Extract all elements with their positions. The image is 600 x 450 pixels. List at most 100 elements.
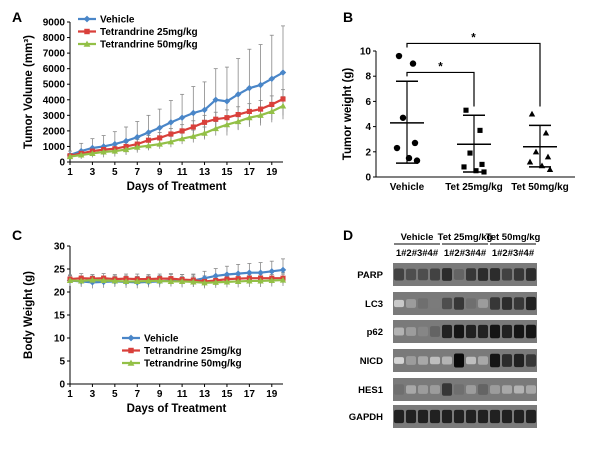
y-tick-label: 5000 xyxy=(43,80,66,91)
data-point xyxy=(167,119,175,126)
blot-band xyxy=(394,357,404,364)
blot-band xyxy=(418,409,428,424)
legend-label: Vehicle xyxy=(100,15,135,26)
data-point xyxy=(66,153,74,160)
data-point xyxy=(268,277,275,284)
blot-row-label: NICD xyxy=(360,356,383,367)
data-point xyxy=(413,157,421,164)
blot-strip xyxy=(393,405,537,428)
x-tick-label: 13 xyxy=(199,167,211,178)
blot-band xyxy=(490,353,500,368)
y-tick-label: 0 xyxy=(59,158,65,169)
tumor-weight-chart: 0 2 4 6 8 10 Tumor weight (g) Vehicle Tet 25mg/k… xyxy=(342,32,575,193)
blot-band xyxy=(418,326,428,337)
x-tick-label: 15 xyxy=(221,389,233,400)
data-point xyxy=(156,140,163,147)
blot-band xyxy=(454,269,464,280)
data-point xyxy=(157,135,163,141)
data-point xyxy=(280,96,286,102)
data-point xyxy=(134,144,141,150)
y-tick-label: 5 xyxy=(59,357,65,368)
legend-marker xyxy=(128,347,134,354)
blot-band xyxy=(478,409,488,424)
blot-row-label: PARP xyxy=(357,270,383,281)
legend-label: Tetrandrine 50mg/kg xyxy=(144,359,242,370)
x-tick-label: 3 xyxy=(90,167,96,178)
data-point xyxy=(111,277,119,284)
x-axis-title: Days of Treatment xyxy=(127,181,227,193)
blot-band xyxy=(442,383,452,396)
blot-band xyxy=(454,324,464,339)
blot-group-label: Vehicle xyxy=(401,232,434,243)
y-tick-label: 30 xyxy=(54,242,66,253)
y-tick-label: 1000 xyxy=(43,142,66,153)
legend-marker xyxy=(127,359,135,366)
blot-band xyxy=(454,384,464,395)
blot-band xyxy=(502,354,512,367)
significance-star: * xyxy=(438,61,443,73)
legend-label: Tetrandrine 50mg/kg xyxy=(100,40,198,51)
blot-band xyxy=(514,353,524,368)
data-point xyxy=(145,137,152,143)
legend-label: Tetrandrine 25mg/kg xyxy=(100,27,198,38)
significance-bracket xyxy=(406,71,475,107)
blot-band xyxy=(406,356,416,365)
data-point xyxy=(100,148,107,155)
data-point xyxy=(122,137,130,145)
data-point xyxy=(246,114,253,121)
y-tick-label: 0 xyxy=(365,173,371,184)
blot-band xyxy=(442,409,452,424)
data-point xyxy=(411,139,419,147)
data-point xyxy=(224,115,230,121)
x-tick-label: 7 xyxy=(134,389,140,400)
data-point xyxy=(78,151,85,158)
blot-band xyxy=(442,324,452,339)
blot-lane-labels: 1#2#3#4# xyxy=(444,248,487,259)
data-point xyxy=(89,144,96,152)
data-point xyxy=(201,106,208,114)
blot-band xyxy=(502,324,512,339)
data-point xyxy=(246,84,253,92)
data-point xyxy=(393,144,401,152)
x-tick-label: 13 xyxy=(199,389,211,400)
y-tick-label: 8 xyxy=(365,72,371,83)
blot-lane-labels: 1#2#3#4# xyxy=(396,248,439,259)
x-tick-label: 9 xyxy=(157,167,163,178)
data-point xyxy=(268,108,275,115)
data-point xyxy=(122,278,130,284)
data-point xyxy=(409,60,417,67)
blot-band xyxy=(526,296,536,311)
data-point xyxy=(201,130,208,136)
blot-band xyxy=(430,409,440,424)
blot-band xyxy=(394,409,404,424)
data-point xyxy=(178,278,186,284)
data-point xyxy=(201,119,208,125)
data-point xyxy=(405,154,413,162)
blot-band xyxy=(526,409,536,424)
data-point xyxy=(246,277,253,284)
legend-marker xyxy=(83,15,91,23)
blot-band xyxy=(430,298,440,309)
blot-band xyxy=(442,297,452,310)
blot-band xyxy=(454,297,464,310)
data-point xyxy=(481,169,487,175)
data-point xyxy=(269,101,275,108)
data-point xyxy=(134,278,141,284)
blot-band xyxy=(430,385,440,394)
data-point xyxy=(145,277,152,284)
x-category-label: Tet 25mg/kg xyxy=(445,182,503,193)
data-point xyxy=(179,128,185,134)
blot-band xyxy=(466,324,476,339)
blot-band xyxy=(514,268,524,281)
blot-band xyxy=(514,409,524,424)
legend-marker xyxy=(84,28,90,35)
panel-label-c: C xyxy=(12,227,22,243)
data-point xyxy=(212,279,219,285)
blot-strip xyxy=(393,378,537,401)
data-point xyxy=(223,98,231,105)
data-point xyxy=(528,110,536,117)
blot-band xyxy=(526,268,536,281)
